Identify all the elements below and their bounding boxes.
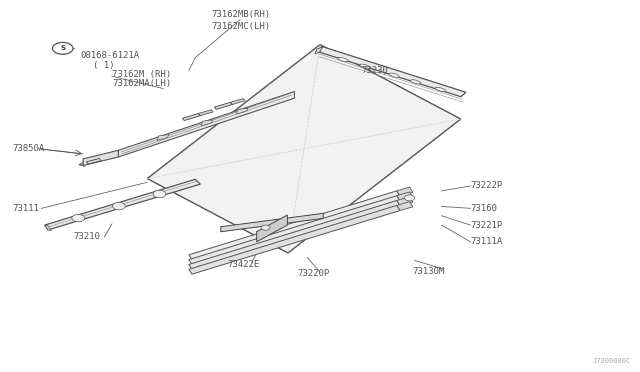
Polygon shape	[221, 214, 323, 232]
Text: 73130M: 73130M	[413, 267, 445, 276]
Text: 73111A: 73111A	[470, 237, 502, 246]
Circle shape	[113, 202, 125, 210]
Ellipse shape	[360, 64, 370, 68]
Text: 73162MC(LH): 73162MC(LH)	[211, 22, 270, 31]
Circle shape	[52, 42, 73, 54]
Polygon shape	[45, 225, 51, 231]
Circle shape	[72, 214, 84, 222]
Text: 73162MA(LH): 73162MA(LH)	[112, 79, 171, 88]
Polygon shape	[201, 120, 212, 126]
Polygon shape	[182, 113, 200, 121]
Polygon shape	[189, 196, 400, 264]
Polygon shape	[214, 102, 232, 109]
Text: 73222P: 73222P	[470, 182, 502, 190]
Text: 73850A: 73850A	[13, 144, 45, 153]
Text: S: S	[60, 45, 65, 51]
Text: J7300000C: J7300000C	[592, 358, 630, 364]
Text: 73220P: 73220P	[298, 269, 330, 278]
Ellipse shape	[435, 87, 445, 92]
Polygon shape	[198, 110, 213, 116]
Polygon shape	[83, 150, 118, 166]
Polygon shape	[397, 187, 413, 196]
Polygon shape	[397, 197, 413, 206]
Polygon shape	[45, 179, 200, 230]
Polygon shape	[189, 205, 400, 274]
Polygon shape	[118, 92, 294, 157]
Circle shape	[261, 225, 270, 230]
Text: 73162M (RH): 73162M (RH)	[112, 70, 171, 79]
Polygon shape	[397, 202, 413, 211]
Circle shape	[153, 190, 166, 198]
Polygon shape	[86, 158, 101, 164]
Text: 73230: 73230	[362, 66, 388, 75]
Text: 73160: 73160	[470, 204, 497, 213]
Text: 73162MB(RH): 73162MB(RH)	[211, 10, 270, 19]
Ellipse shape	[411, 80, 421, 84]
Polygon shape	[237, 108, 248, 114]
Text: 73111: 73111	[13, 204, 40, 213]
Circle shape	[404, 195, 415, 201]
Polygon shape	[257, 215, 287, 242]
Polygon shape	[147, 45, 461, 253]
Polygon shape	[317, 46, 466, 97]
Text: 73210: 73210	[74, 232, 100, 241]
Text: 08168-6121A: 08168-6121A	[80, 51, 139, 60]
Text: 73221P: 73221P	[470, 221, 502, 230]
Ellipse shape	[388, 73, 399, 77]
Text: 73422E: 73422E	[227, 260, 259, 269]
Polygon shape	[397, 192, 413, 201]
Polygon shape	[315, 47, 323, 54]
Ellipse shape	[338, 57, 348, 62]
Polygon shape	[230, 99, 245, 105]
Polygon shape	[157, 134, 169, 141]
Polygon shape	[189, 201, 400, 269]
Text: ( 1): ( 1)	[93, 61, 115, 70]
Polygon shape	[189, 191, 400, 260]
